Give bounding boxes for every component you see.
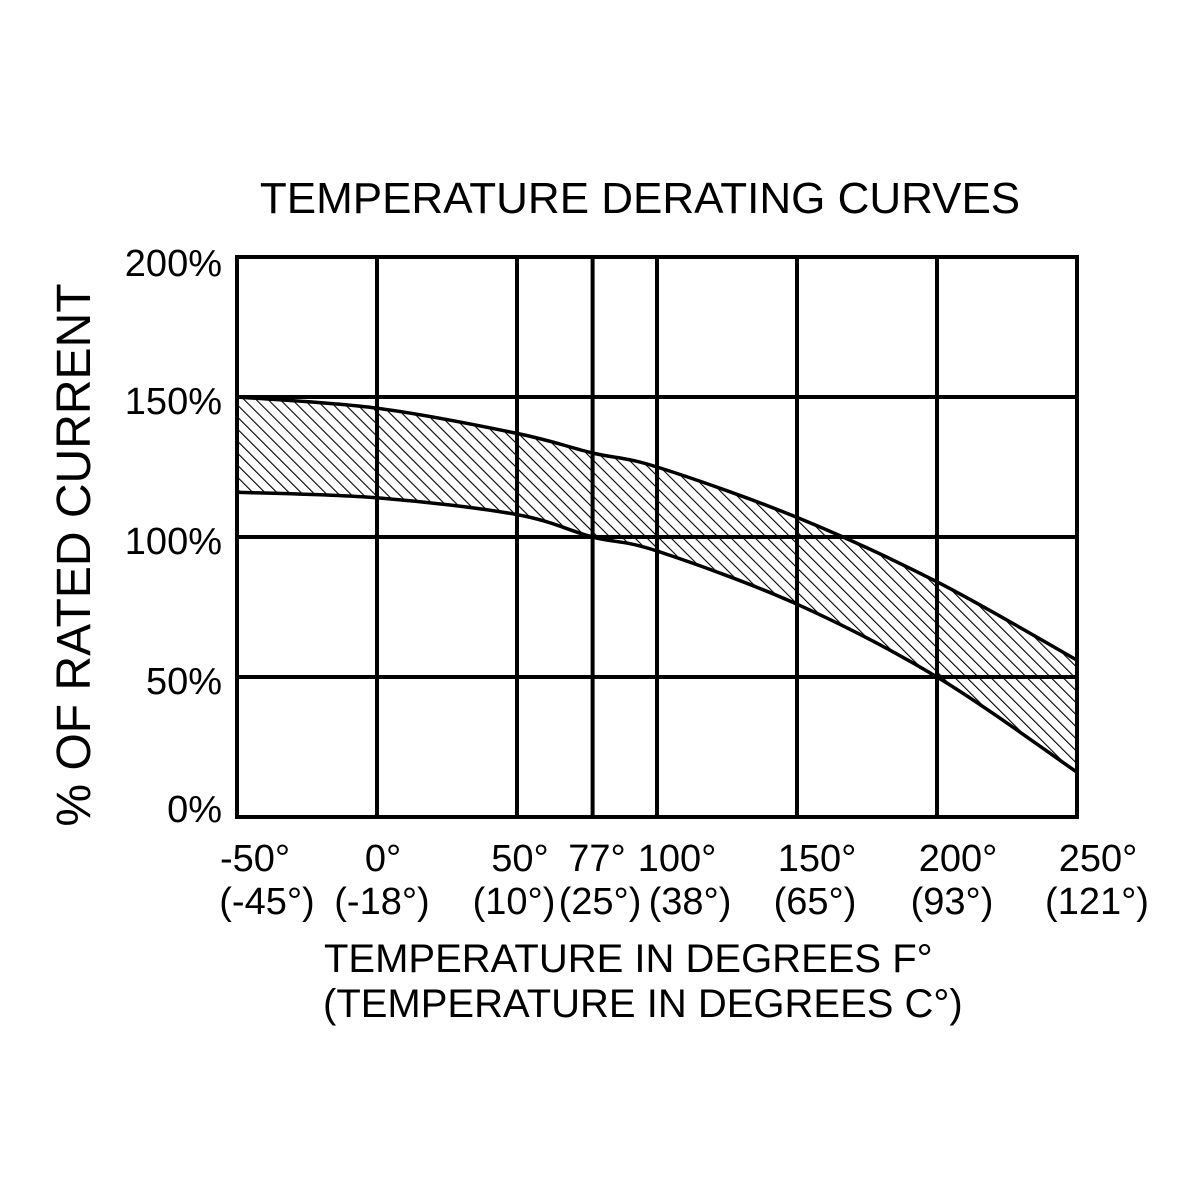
x-tick-label-celsius: (38°) [649,881,732,923]
x-tick-label-fahrenheit: 150° [778,838,857,880]
x-tick-label-fahrenheit: 50° [491,838,548,880]
x-tick-label-celsius: (-45°) [219,881,314,923]
curve-layer [236,395,1078,774]
band-layer [237,397,1077,773]
x-tick-label-celsius: (-18°) [334,881,429,923]
y-tick-label: 0% [167,789,222,831]
y-tick-label: 150% [125,381,222,423]
chart-title: TEMPERATURE DERATING CURVES [260,174,1020,223]
lower-derating-curve [236,490,1078,774]
y-tick-label: 200% [125,243,222,285]
x-tick-label-celsius: (121°) [1045,881,1149,923]
derating-band [237,397,1077,773]
y-tick-label: 100% [125,521,222,563]
upper-derating-curve [236,395,1078,662]
x-tick-label-celsius: (65°) [774,881,857,923]
y-tick-label: 50% [146,661,222,703]
x-tick-label-celsius: (93°) [911,881,994,923]
x-axis-label-secondary: (TEMPERATURE IN DEGREES C°) [323,982,963,1026]
y-axis-label: % OF RATED CURRENT [48,283,101,826]
x-tick-label-celsius: (25°) [559,881,642,923]
x-tick-label-fahrenheit: 0° [365,838,401,880]
x-axis-label: TEMPERATURE IN DEGREES F° [324,937,933,981]
grid-layer [235,255,1079,819]
tick-label-layer: -50° 0° 50° 77° 100° 150° 200° 250° (-45°) (-18°)… [125,243,1149,923]
x-tick-label-fahrenheit: 200° [919,838,998,880]
x-tick-label-fahrenheit: -50° [220,838,290,880]
x-tick-label-fahrenheit: 250° [1059,838,1138,880]
x-tick-label-celsius: (10°) [473,881,556,923]
x-tick-label-fahrenheit: 77° [568,838,625,880]
x-tick-label-fahrenheit: 100° [638,838,717,880]
